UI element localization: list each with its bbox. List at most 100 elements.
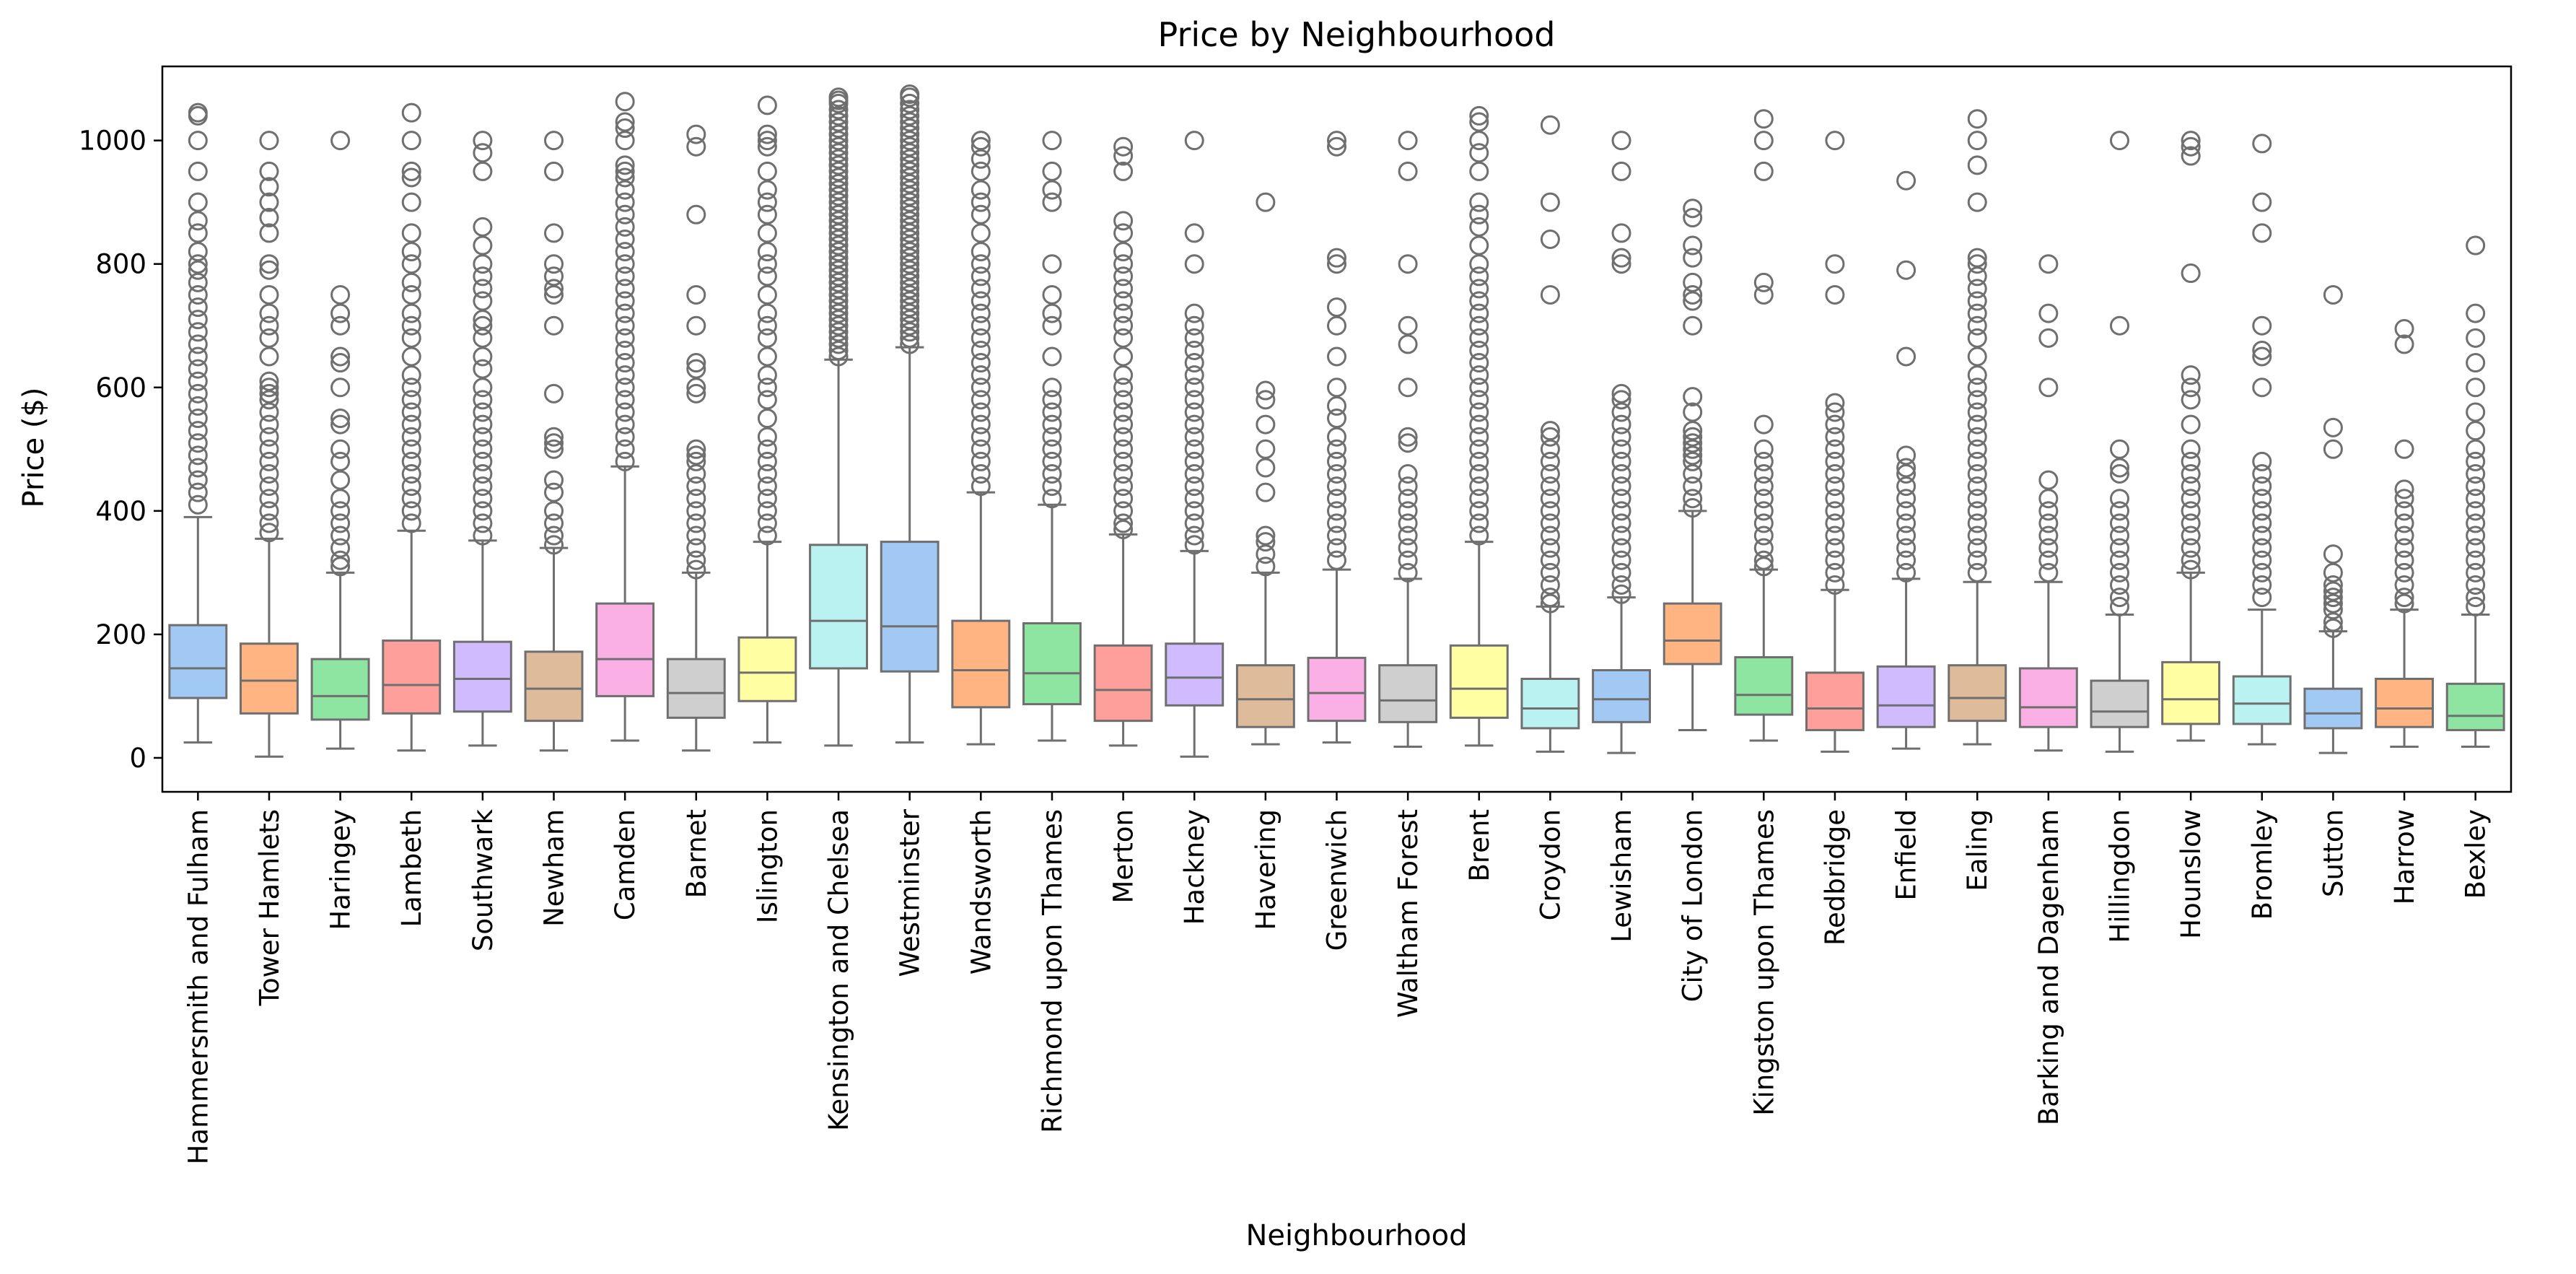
outlier-point — [188, 445, 208, 466]
outlier-point — [1469, 451, 1489, 471]
x-tick-label: Brent — [1464, 809, 1495, 882]
outlier-point — [188, 482, 208, 502]
outlier-point — [1683, 315, 1703, 336]
y-tick-label: 800 — [95, 249, 146, 280]
outlier-point — [1398, 254, 1418, 274]
outlier-point — [615, 155, 635, 175]
outlier-point — [828, 297, 849, 318]
outlier-point — [686, 476, 706, 497]
outlier-point — [1113, 136, 1134, 157]
outlier-point — [1469, 340, 1489, 360]
outlier-point — [971, 414, 991, 435]
outlier-point — [615, 92, 635, 112]
box-group — [310, 131, 370, 750]
box-group — [1378, 131, 1438, 749]
outlier-point — [2466, 562, 2486, 583]
outlier-point — [473, 315, 493, 336]
x-tick-label: Islington — [752, 809, 783, 923]
outlier-point — [1113, 464, 1134, 484]
outlier-point — [1113, 146, 1134, 166]
outlier-point — [188, 409, 208, 429]
outlier-point — [1469, 279, 1489, 299]
outlier-point — [401, 464, 421, 484]
outlier-point — [1398, 525, 1418, 546]
outlier-point — [757, 346, 777, 367]
outlier-point — [757, 409, 777, 429]
outlier-point — [1469, 266, 1489, 287]
x-tick-label: Harrow — [2389, 809, 2420, 904]
outlier-point — [900, 229, 920, 249]
outlier-point — [1042, 303, 1062, 323]
outlier-point — [1967, 254, 1987, 274]
outlier-point — [828, 93, 849, 113]
outlier-point — [401, 439, 421, 459]
outlier-point — [401, 346, 421, 367]
outlier-point — [2466, 501, 2486, 521]
outlier-point — [330, 414, 351, 435]
outlier-point — [1469, 315, 1489, 336]
outlier-point — [828, 124, 849, 144]
outlier-point — [1042, 414, 1062, 435]
outlier-point — [188, 161, 208, 181]
outlier-point — [1611, 439, 1631, 459]
box-group — [382, 102, 442, 752]
iqr-box — [2090, 679, 2150, 728]
box-group — [809, 87, 869, 747]
outlier-point — [1113, 279, 1134, 299]
outlier-point — [1042, 161, 1062, 181]
outlier-point — [1042, 315, 1062, 336]
box-group — [1165, 131, 1225, 758]
outlier-point — [188, 371, 208, 391]
outlier-point — [1825, 254, 1845, 274]
x-tick-label: Lambeth — [396, 809, 427, 928]
outlier-point — [1256, 544, 1276, 564]
outlier-point — [1540, 575, 1560, 595]
outlier-point — [615, 180, 635, 200]
outlier-point — [686, 124, 706, 144]
outlier-point — [259, 328, 279, 348]
outlier-point — [1896, 476, 1916, 497]
outlier-point — [2323, 593, 2343, 614]
outlier-point — [971, 180, 991, 200]
outlier-point — [1327, 451, 1346, 471]
outlier-point — [2466, 575, 2486, 595]
outlier-point — [900, 291, 920, 311]
outlier-point — [900, 297, 920, 318]
x-tick-label: Greenwich — [1322, 809, 1353, 951]
outlier-point — [188, 297, 208, 318]
outlier-point — [1825, 284, 1845, 305]
iqr-box — [880, 541, 939, 673]
outlier-point — [971, 303, 991, 323]
outlier-point — [1683, 433, 1703, 453]
iqr-box — [1378, 664, 1438, 723]
outlier-point — [330, 409, 351, 429]
outlier-point — [900, 161, 920, 181]
outlier-point — [615, 315, 635, 336]
outlier-point — [1469, 365, 1489, 385]
outlier-point — [1113, 242, 1134, 262]
outlier-point — [1540, 550, 1560, 570]
outlier-point — [615, 303, 635, 323]
outlier-point — [1683, 421, 1703, 441]
outlier-point — [1683, 402, 1703, 422]
box-group — [2232, 134, 2292, 746]
outlier-point — [1256, 482, 1276, 502]
outlier-point — [615, 118, 635, 139]
box-group — [880, 84, 939, 744]
outlier-point — [1967, 451, 1987, 471]
outlier-point — [2252, 476, 2272, 497]
outlier-point — [1967, 365, 1987, 385]
outlier-point — [1611, 248, 1631, 268]
outlier-point — [1967, 248, 1987, 268]
outlier-point — [2181, 146, 2201, 166]
outlier-point — [615, 279, 635, 299]
outlier-point — [900, 266, 920, 287]
outlier-point — [2181, 538, 2201, 558]
outlier-point — [2394, 550, 2414, 570]
outlier-point — [1967, 562, 1987, 583]
box-group — [168, 102, 228, 744]
outlier-point — [828, 235, 849, 256]
outlier-point — [259, 177, 279, 197]
outlier-point — [473, 427, 493, 447]
outlier-point — [2038, 538, 2059, 558]
